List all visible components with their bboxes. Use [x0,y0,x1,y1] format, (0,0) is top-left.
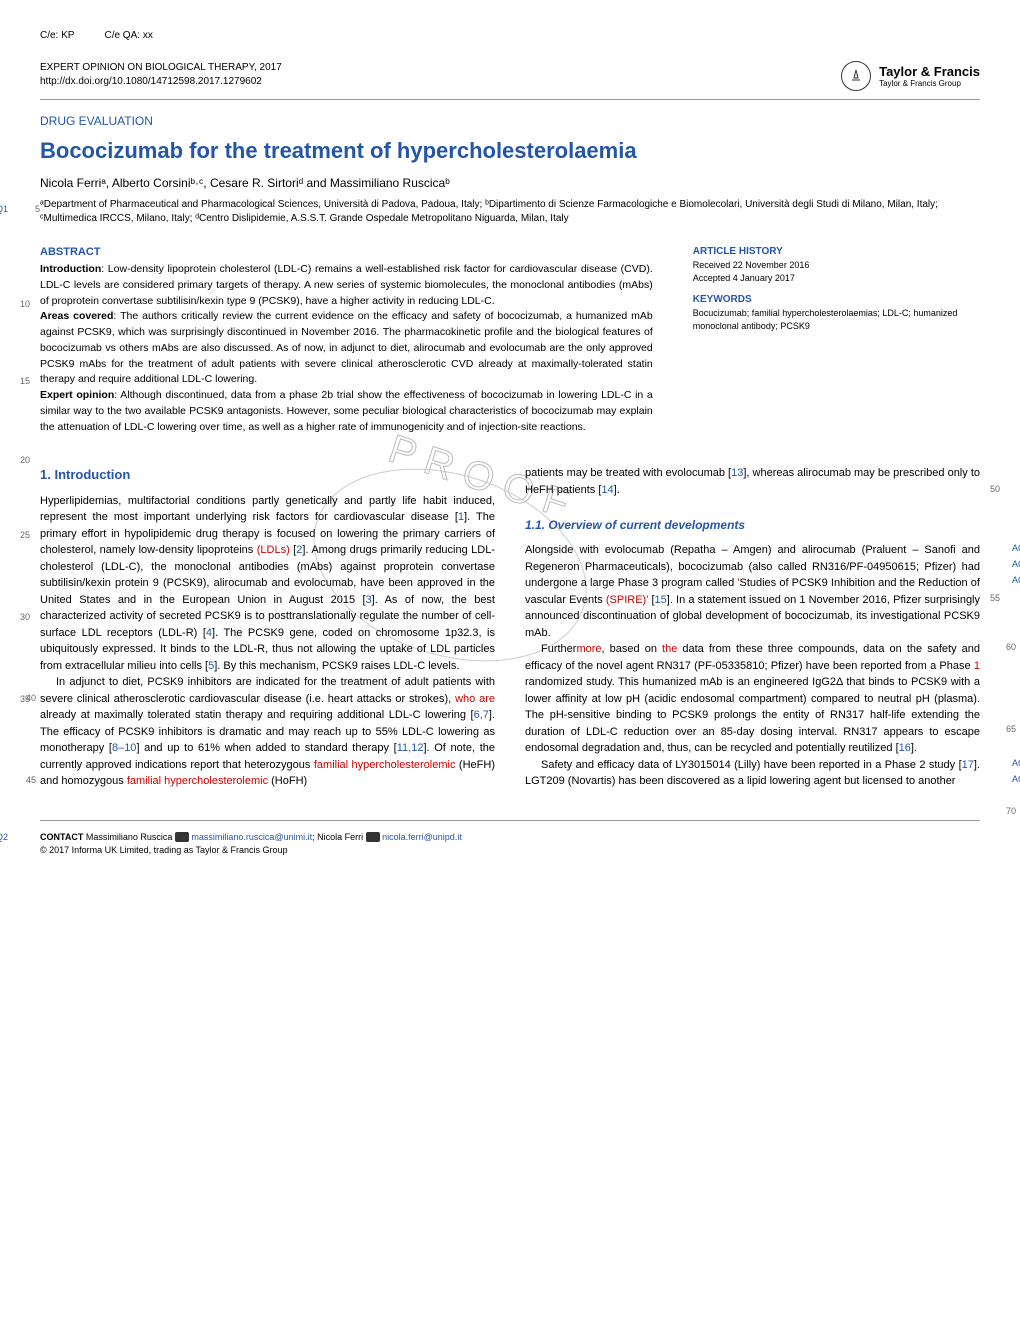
mail-icon-2 [366,832,380,842]
para-right-4: AQ6 AQ7 Safety and efficacy data of LY30… [525,757,980,790]
para-1: 25 30 35 Hyperlipidemias, multifactorial… [40,493,495,675]
p2b: already at maximally tolerated statin th… [40,709,474,721]
body-columns: P R O O F 1. Introduction 25 30 35 Hyper… [40,465,980,790]
para-right-3: 60 65 70 Furthermore, based on the data … [525,641,980,757]
mail-icon [175,832,189,842]
history-text: Received 22 November 2016 Accepted 4 Jan… [693,259,980,284]
authors: Nicola Ferriᵃ, Alberto Corsiniᵇ·ᶜ, Cesar… [40,176,980,190]
journal-header: EXPERT OPINION ON BIOLOGICAL THERAPY, 20… [40,61,980,100]
copyright: © 2017 Informa UK Limited, trading as Ta… [40,844,980,858]
ref-14: 14 [601,484,613,496]
right-column: 50 patients may be treated with evolocum… [525,465,980,790]
aq4-marker: AQ4 [1012,558,1020,572]
ce-kp: C/e: KP [40,30,74,41]
line-65: 65 [990,723,1010,737]
section-type: DRUG EVALUATION [40,114,980,128]
para-2: 40 45 In adjunct to diet, PCSK9 inhibito… [40,674,495,790]
history-heading: ARTICLE HISTORY [693,246,980,257]
subheading-11: 1.1. Overview of current developments [525,516,980,534]
journal-name: EXPERT OPINION ON BIOLOGICAL THERAPY, 20… [40,61,282,75]
line-40: 40 [10,692,30,706]
red-more: more [576,643,601,655]
line-5: 5 [20,204,40,214]
line-55: 55 [990,592,1010,606]
line-10: 10 [10,298,30,312]
contact-name: Massimiliano Ruscica [86,832,173,842]
r3e: ]. [911,742,917,754]
ref-810: 8–10 [112,742,136,754]
publisher-name: Taylor & Francis [879,64,980,79]
ref-1112: 11,12 [397,742,424,754]
r3a: Further [541,643,576,655]
publisher-logo: Taylor & Francis Taylor & Francis Group [841,61,980,91]
red-ldls: (LDLs) [257,544,290,556]
contact-name2: Nicola Ferri [317,832,363,842]
footer: AQ2 CONTACT Massimiliano Ruscica massimi… [40,820,980,858]
p1a: Hyperlipidemias, multifactorial conditio… [40,495,495,524]
abstract-container: ABSTRACT 10 15 20 Introduction: Low-dens… [40,246,980,435]
r1c: ]. [614,484,620,496]
r1a: patients may be treated with evolocumab … [525,467,731,479]
aq3-marker: AQ3 [1012,542,1020,556]
red-one: 1 [974,660,980,672]
contact-email2: nicola.ferri@unipd.it [382,832,462,842]
abstract-text: 10 15 20 Introduction: Low-density lipop… [40,262,653,435]
intro-text: : Low-density lipoprotein cholesterol (L… [40,263,653,307]
ref-67: 6,7 [474,709,489,721]
article-title: Bococizumab for the treatment of hyperch… [40,138,980,164]
tf-logo-icon [841,61,871,91]
aq2-marker: AQ2 [0,831,8,845]
r4a: Safety and efficacy data of LY3015014 (L… [541,759,962,771]
intro-label: Introduction [40,263,101,275]
ref-13: 13 [731,467,743,479]
line-70: 70 [990,805,1010,819]
expert-label: Expert opinion [40,389,114,401]
p2d: ] and up to 61% when added to standard t… [136,742,396,754]
areas-text: : The authors critically review the curr… [40,310,653,385]
contact-label: CONTACT [40,832,83,842]
r3b: , based on [602,643,662,655]
keywords-text: Bocucizumab; familial hypercholesterolae… [693,307,980,332]
areas-label: Areas covered [40,310,113,322]
p2a: In adjunct to diet, PCSK9 inhibitors are… [40,676,495,705]
line-15: 15 [10,375,30,389]
line-30: 30 [10,611,30,625]
contact-email1: massimiliano.ruscica@unimi.it [191,832,312,842]
aq1-marker: AQ1 [0,204,8,214]
aq6-marker: AQ6 [996,757,1020,771]
red-fh1: familial hypercholesterolemic [314,759,456,771]
keywords-heading: KEYWORDS [693,294,980,305]
intro-heading: 1. Introduction [40,465,495,485]
line-45: 45 [10,774,30,788]
affiliations: ᵃDepartment of Pharmaceutical and Pharma… [40,198,980,226]
para-right-2: AQ3 AQ4 AQ5 55 Alongside with evolocumab… [525,542,980,641]
red-the: the [662,643,677,655]
left-column: 1. Introduction 25 30 35 Hyperlipidemias… [40,465,495,790]
accepted: Accepted 4 January 2017 [693,273,795,283]
line-50: 50 [990,483,1010,497]
ref-15: 15 [655,594,667,606]
line-60: 60 [990,641,1010,655]
aq5-marker: AQ5 [1012,574,1020,588]
ref-16: 16 [899,742,911,754]
red-spire: (SPIRE)' [606,594,648,606]
abstract-heading: ABSTRACT [40,246,653,258]
ref-17: 17 [962,759,974,771]
publisher-sub: Taylor & Francis Group [879,79,980,88]
red-whoare: who are [455,693,495,705]
ce-qa: C/e QA: xx [104,30,152,41]
line-20: 20 [10,454,30,468]
journal-info: EXPERT OPINION ON BIOLOGICAL THERAPY, 20… [40,61,282,89]
received: Received 22 November 2016 [693,260,810,270]
red-fh2: familial hypercholesterolemic [127,775,268,787]
aq7-marker: AQ7 [996,773,1020,787]
p1g: ]. By this mechanism, PCSK9 raises LDL-C… [214,660,459,672]
journal-doi: http://dx.doi.org/10.1080/14712598.2017.… [40,75,282,89]
p2g: (HoFH) [268,775,307,787]
line-25: 25 [10,529,30,543]
proof-header: C/e: KP C/e QA: xx [40,30,980,41]
para-right-1: 50 patients may be treated with evolocum… [525,465,980,498]
